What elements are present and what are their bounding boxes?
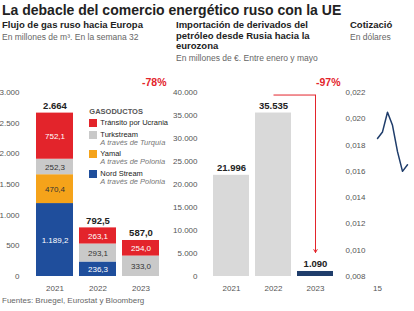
html-text:En millones de m³. En la seman: En millones de m³. En la semana 32	[2, 31, 139, 42]
svg-text:2.664: 2.664	[43, 100, 67, 111]
svg-text:5.000: 5.000	[177, 249, 198, 258]
svg-text:0,012: 0,012	[345, 219, 366, 228]
html-text:Nord Stream: Nord Stream	[100, 168, 143, 178]
svg-text:0,020: 0,020	[345, 114, 366, 123]
svg-text:1.500: 1.500	[0, 180, 20, 189]
html-text:A través de Polonia: A través de Polonia	[100, 176, 166, 186]
svg-text:792,5: 792,5	[86, 215, 110, 226]
svg-text:35.535: 35.535	[259, 100, 289, 111]
svg-text:587,0: 587,0	[129, 227, 153, 238]
svg-text:254,0: 254,0	[131, 244, 152, 253]
html-text:En dólares: En dólares	[350, 31, 391, 42]
html-text:Turkstream: Turkstream	[100, 129, 138, 139]
svg-text:2023: 2023	[307, 284, 325, 293]
svg-text:263,1: 263,1	[88, 232, 109, 241]
svg-text:236,3: 236,3	[88, 265, 109, 274]
svg-text:1.189,2: 1.189,2	[42, 236, 69, 245]
svg-text:15: 15	[373, 284, 382, 293]
html-text:GASODUCTOS: GASODUCTOS	[89, 107, 143, 116]
svg-text:-78%: -78%	[142, 76, 167, 88]
svg-text:25.000: 25.000	[173, 157, 198, 166]
svg-text:10.000: 10.000	[173, 226, 198, 235]
svg-text:2021: 2021	[223, 284, 241, 293]
svg-text:2.000: 2.000	[0, 149, 20, 158]
svg-text:40.000: 40.000	[173, 88, 198, 97]
svg-text:30.000: 30.000	[173, 134, 198, 143]
svg-text:0,016: 0,016	[345, 167, 366, 176]
svg-text:252,3: 252,3	[45, 163, 66, 172]
svg-text:0,010: 0,010	[345, 246, 366, 255]
html-text:La debacle del comercio energé: La debacle del comercio energético ruso …	[2, 2, 342, 18]
svg-text:2022: 2022	[89, 284, 107, 293]
html-text:Fuentes: Bruegel, Eurostat y B: Fuentes: Bruegel, Eurostat y Bloomberg	[2, 296, 145, 305]
html-text:Yamal: Yamal	[100, 149, 121, 158]
html-text:A través de Polonia: A través de Polonia	[100, 157, 166, 167]
html-text:A través de Turquía: A través de Turquía	[100, 137, 166, 147]
svg-text:-97%: -97%	[316, 76, 341, 88]
svg-text:2023: 2023	[132, 284, 150, 293]
svg-text:0: 0	[15, 272, 20, 281]
svg-text:0,008: 0,008	[345, 272, 366, 281]
svg-text:1.090: 1.090	[304, 258, 328, 269]
svg-text:3.000: 3.000	[0, 88, 20, 97]
svg-text:2022: 2022	[265, 284, 283, 293]
svg-text:0,018: 0,018	[345, 141, 366, 150]
svg-text:15.000: 15.000	[173, 203, 198, 212]
svg-text:2021: 2021	[46, 284, 64, 293]
svg-text:0,014: 0,014	[345, 193, 366, 202]
svg-text:1.000: 1.000	[0, 211, 20, 220]
html-text:En millones de €. Entre enero: En millones de €. Entre enero y mayo	[176, 52, 318, 63]
svg-text:0,022: 0,022	[345, 88, 366, 97]
svg-text:21.996: 21.996	[217, 162, 246, 173]
svg-text:470,4: 470,4	[45, 185, 66, 194]
svg-text:333,0: 333,0	[131, 262, 152, 271]
html-text:Tránsito por Ucrania: Tránsito por Ucrania	[100, 118, 168, 128]
svg-text:293,1: 293,1	[88, 249, 109, 258]
svg-text:20.000: 20.000	[173, 180, 198, 189]
svg-text:500: 500	[6, 241, 20, 250]
svg-text:35.000: 35.000	[173, 111, 198, 120]
svg-text:752,1: 752,1	[45, 132, 66, 141]
html-text:Importación de derivados del p: Importación de derivados del petróleo de…	[176, 19, 310, 52]
html-text:Flujo de gas ruso hacia Europa: Flujo de gas ruso hacia Europa	[2, 19, 143, 30]
svg-text:2.500: 2.500	[0, 119, 20, 128]
svg-text:0: 0	[193, 272, 198, 281]
html-text:Cotizació: Cotizació	[350, 19, 393, 30]
